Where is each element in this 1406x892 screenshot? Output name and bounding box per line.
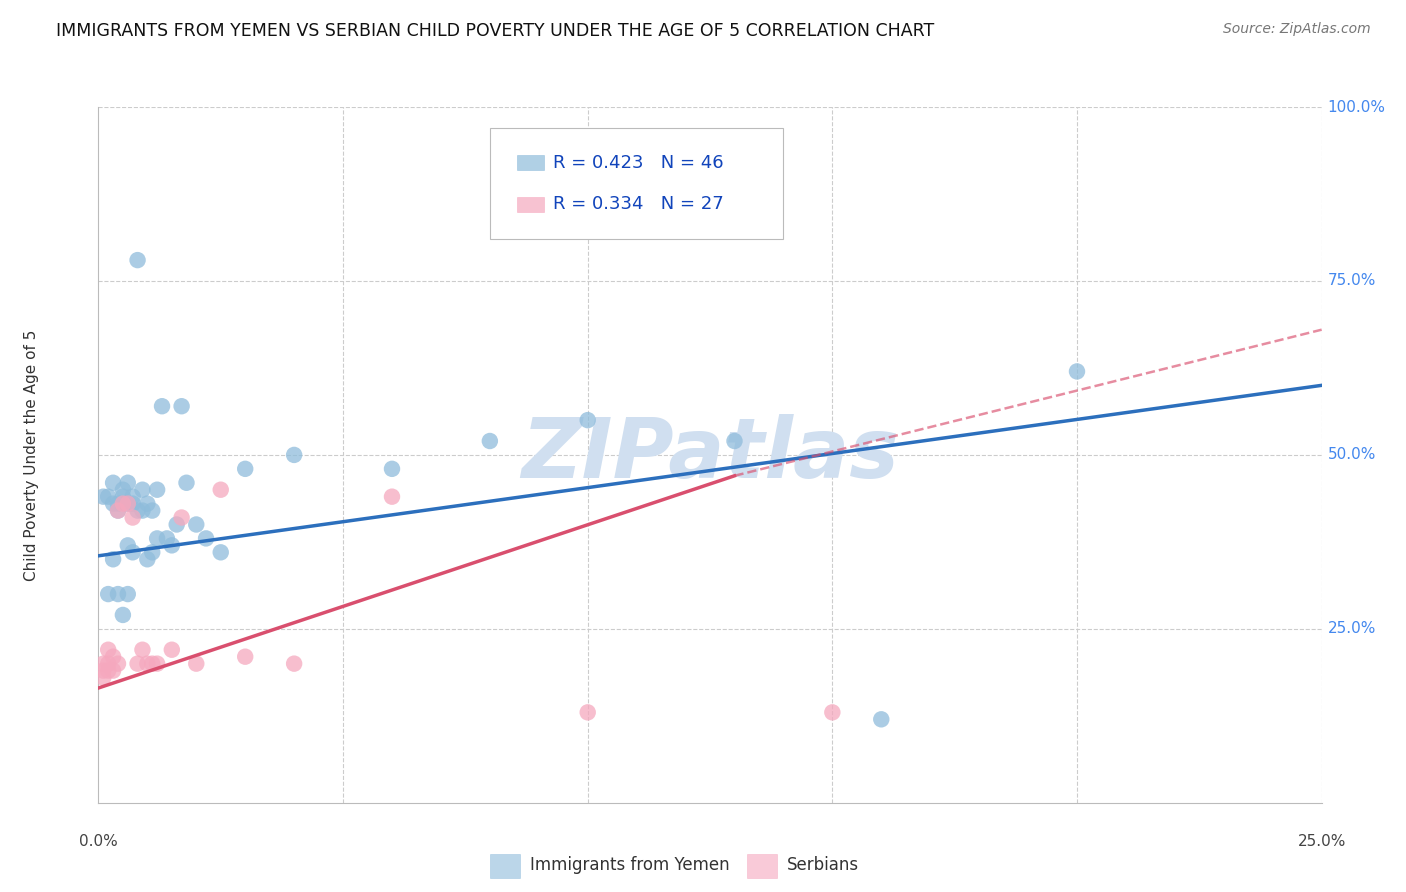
Text: 75.0%: 75.0% (1327, 274, 1376, 288)
FancyBboxPatch shape (517, 155, 544, 170)
Point (146, 532, 169, 546)
FancyBboxPatch shape (517, 197, 544, 212)
Point (233, 649, 256, 664)
Point (186, 657, 208, 671)
Point (117, 587, 139, 601)
Point (107, 587, 129, 601)
Point (101, 475, 124, 490)
Point (101, 664, 124, 678)
Text: Immigrants from Yemen: Immigrants from Yemen (530, 856, 730, 874)
Point (209, 483, 232, 497)
FancyBboxPatch shape (489, 855, 520, 878)
Text: 100.0%: 100.0% (1327, 100, 1386, 114)
Point (170, 510, 193, 524)
Point (381, 490, 404, 504)
Point (91, 490, 114, 504)
Point (576, 413, 599, 427)
Point (107, 497, 129, 511)
Point (117, 497, 139, 511)
Point (150, 399, 173, 413)
Point (131, 483, 153, 497)
Point (121, 545, 143, 559)
Point (723, 434, 745, 448)
Point (233, 462, 256, 476)
Point (283, 448, 305, 462)
Point (101, 552, 124, 566)
Point (166, 517, 188, 532)
Point (170, 399, 193, 413)
Point (136, 497, 159, 511)
Point (381, 462, 404, 476)
Text: Serbians: Serbians (787, 856, 859, 874)
Text: 0.0%: 0.0% (79, 834, 118, 849)
Point (121, 497, 143, 511)
Point (1066, 364, 1088, 378)
Point (146, 657, 169, 671)
Point (141, 503, 163, 517)
Point (101, 497, 124, 511)
Point (97, 664, 120, 678)
Point (195, 532, 218, 546)
Point (117, 538, 139, 552)
Point (111, 607, 134, 622)
Text: Child Poverty Under the Age of 5: Child Poverty Under the Age of 5 (24, 329, 38, 581)
Point (136, 552, 159, 566)
Point (821, 706, 844, 720)
Text: IMMIGRANTS FROM YEMEN VS SERBIAN CHILD POVERTY UNDER THE AGE OF 5 CORRELATION CH: IMMIGRANTS FROM YEMEN VS SERBIAN CHILD P… (56, 22, 935, 40)
Point (127, 657, 149, 671)
Point (97, 490, 120, 504)
Point (127, 503, 149, 517)
Point (141, 545, 163, 559)
Point (97, 657, 120, 671)
Point (111, 483, 134, 497)
Point (107, 657, 129, 671)
Point (97, 587, 120, 601)
Text: 25.0%: 25.0% (1298, 834, 1346, 849)
Point (127, 253, 149, 268)
Text: R = 0.423   N = 46: R = 0.423 N = 46 (554, 153, 724, 171)
Text: ZIPatlas: ZIPatlas (522, 415, 898, 495)
Point (107, 503, 129, 517)
Point (136, 657, 159, 671)
Point (156, 532, 179, 546)
Point (117, 497, 139, 511)
Point (111, 497, 134, 511)
Point (117, 475, 139, 490)
Point (91, 657, 114, 671)
Point (91, 671, 114, 685)
Text: R = 0.334   N = 27: R = 0.334 N = 27 (554, 195, 724, 213)
Point (176, 475, 198, 490)
FancyBboxPatch shape (489, 128, 783, 239)
Point (131, 503, 153, 517)
Point (97, 642, 120, 657)
Point (478, 434, 501, 448)
Point (91, 664, 114, 678)
Point (141, 657, 163, 671)
Point (576, 706, 599, 720)
Point (283, 657, 305, 671)
Point (107, 503, 129, 517)
Point (160, 642, 183, 657)
Point (121, 490, 143, 504)
Point (121, 510, 143, 524)
Point (209, 545, 232, 559)
Point (111, 490, 134, 504)
Text: 25.0%: 25.0% (1327, 622, 1376, 636)
Point (131, 642, 153, 657)
Point (146, 483, 169, 497)
FancyBboxPatch shape (747, 855, 778, 878)
Text: 50.0%: 50.0% (1327, 448, 1376, 462)
Point (186, 517, 208, 532)
Point (870, 712, 893, 726)
Point (101, 649, 124, 664)
Text: Source: ZipAtlas.com: Source: ZipAtlas.com (1223, 22, 1371, 37)
Point (160, 538, 183, 552)
